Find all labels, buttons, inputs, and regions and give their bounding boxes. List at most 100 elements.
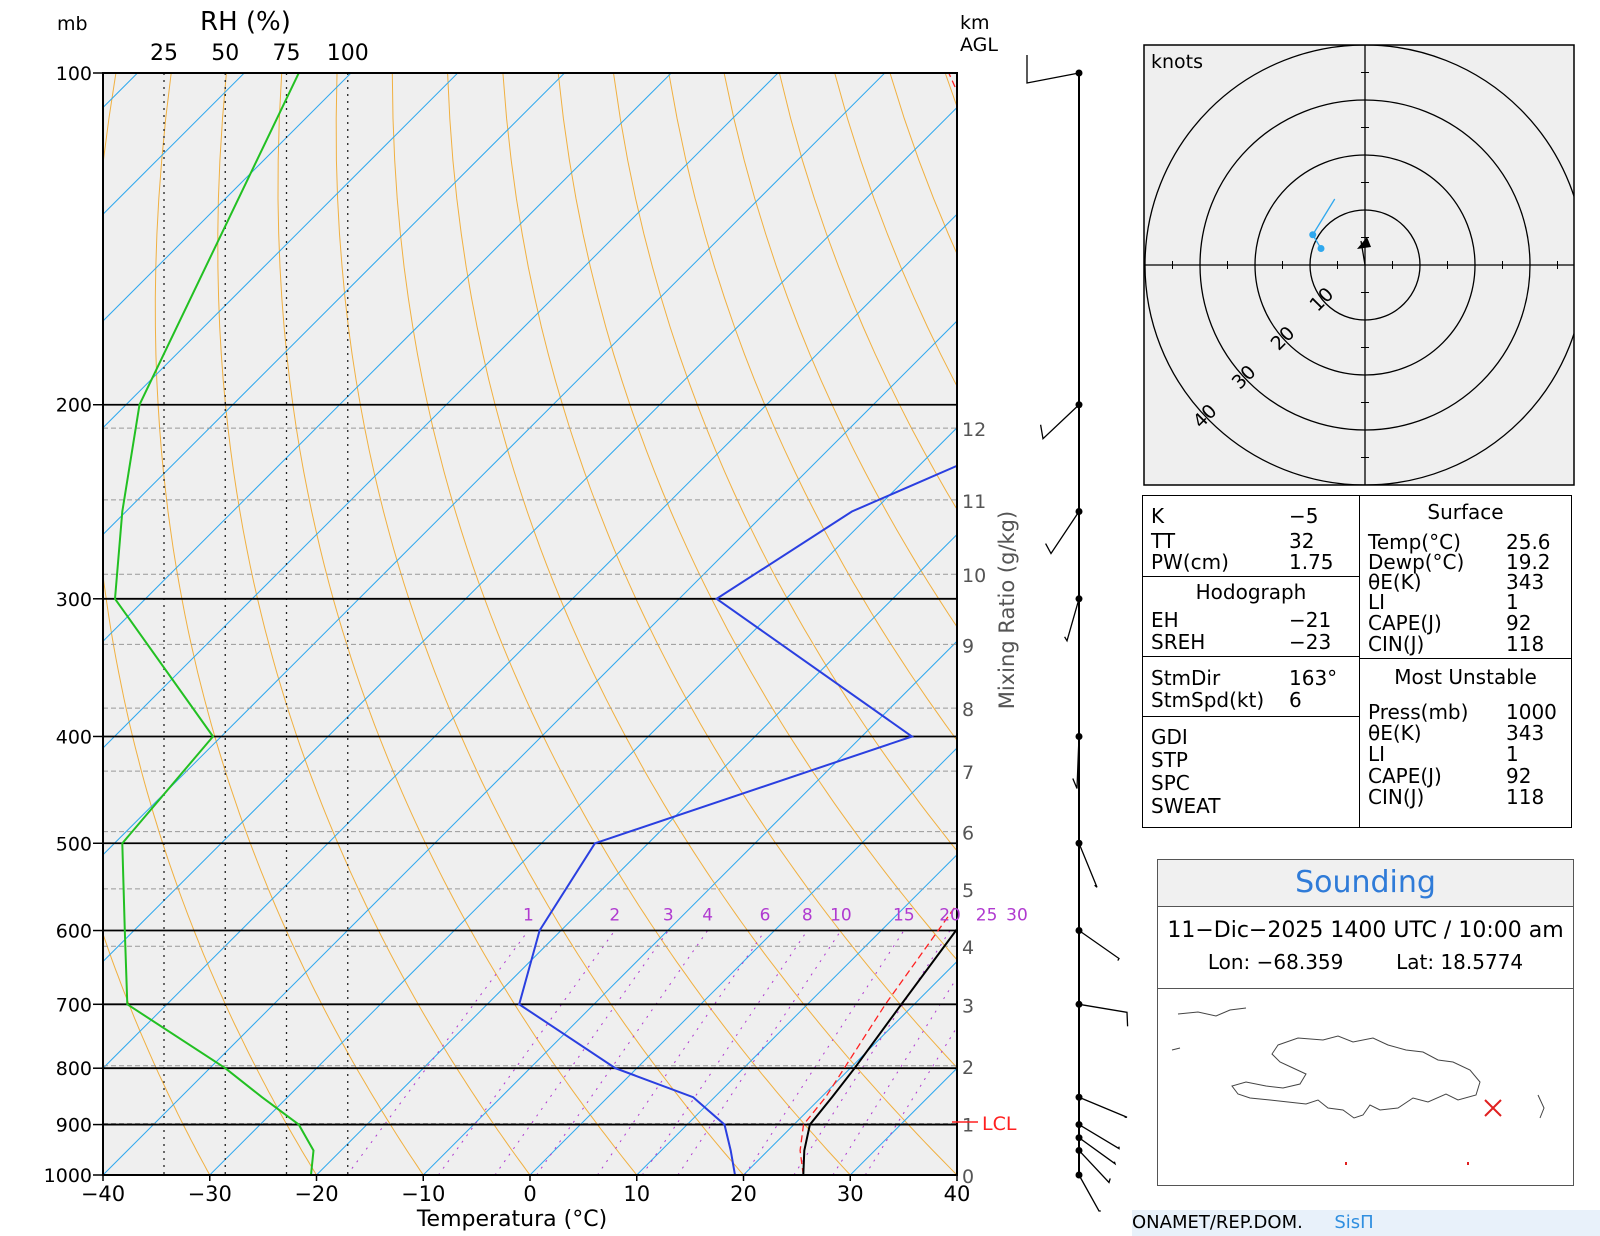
isotherm bbox=[636, 854, 957, 1175]
temperature-tick-label: −40 bbox=[81, 1182, 125, 1206]
km-tick-label: 6 bbox=[962, 823, 974, 845]
temperature-tick-label: 30 bbox=[837, 1182, 864, 1206]
wind-barb bbox=[1078, 1150, 1111, 1184]
surface-section-title: Surface bbox=[1427, 500, 1504, 524]
temperature-tick-label: −10 bbox=[401, 1182, 445, 1206]
km-axis-subtitle: AGL bbox=[960, 34, 998, 56]
wind-barb bbox=[1072, 736, 1080, 789]
km-tick-label: 0 bbox=[962, 1166, 974, 1188]
km-tick-label: 4 bbox=[962, 937, 974, 959]
km-tick-label: 11 bbox=[962, 491, 986, 513]
index-pw-value: 1.75 bbox=[1289, 550, 1334, 574]
mixing-ratio-label: 30 bbox=[1006, 906, 1028, 926]
mixing-ratio-label: 3 bbox=[663, 906, 674, 926]
surface-temp-label: Temp(°C) bbox=[1368, 530, 1461, 554]
surface-thetae-value: 343 bbox=[1506, 570, 1545, 594]
dry-adiabat bbox=[723, 73, 957, 628]
rh-axis-title: RH (%) bbox=[200, 7, 291, 37]
dry-adiabat bbox=[668, 73, 957, 742]
isotherm bbox=[103, 73, 672, 642]
dry-adiabat bbox=[103, 73, 318, 1175]
location-map bbox=[1171, 1007, 1545, 1165]
temperature-tick-label: 40 bbox=[944, 1182, 971, 1206]
km-tick-label: 1 bbox=[962, 1115, 974, 1137]
km-tick-label: 7 bbox=[962, 762, 974, 784]
mixing-ratio-label: 8 bbox=[802, 906, 813, 926]
pressure-tick-label: 400 bbox=[56, 726, 92, 748]
surface-dewp-value: 19.2 bbox=[1506, 550, 1551, 574]
island-outline bbox=[1231, 1035, 1481, 1119]
index-gdi-label: GDI bbox=[1151, 725, 1188, 749]
most-unstable-section-title: Most Unstable bbox=[1394, 665, 1537, 689]
islet bbox=[1345, 1162, 1347, 1165]
isotherm bbox=[103, 73, 779, 749]
index-stmspd-label: StmSpd(kt) bbox=[1151, 688, 1265, 712]
isotherm bbox=[529, 747, 957, 1175]
pressure-tick-label: 900 bbox=[56, 1115, 92, 1137]
wind-barb bbox=[1045, 511, 1080, 555]
surface-li-value: 1 bbox=[1506, 590, 1519, 614]
pressure-tick-label: 800 bbox=[56, 1058, 92, 1080]
km-tick-label: 5 bbox=[962, 880, 974, 902]
sounding-lat: Lat: 18.5774 bbox=[1396, 950, 1524, 974]
sounding-coordinates: Lon: −68.359 Lat: 18.5774 bbox=[1158, 950, 1573, 974]
footer-org: ONAMET/REP.DOM. bbox=[1132, 1212, 1303, 1233]
index-sreh-label: SREH bbox=[1151, 630, 1206, 654]
temperature-tick-label: −30 bbox=[188, 1182, 232, 1206]
wind-barb bbox=[1078, 1124, 1120, 1150]
plot-area bbox=[0, 73, 957, 1175]
sounding-lon: Lon: −68.359 bbox=[1207, 950, 1344, 974]
relative-humidity-line bbox=[113, 73, 315, 1175]
surface-li-label: LI bbox=[1368, 590, 1386, 614]
index-tt-label: TT bbox=[1151, 529, 1176, 553]
divider bbox=[1158, 988, 1573, 989]
islet bbox=[1467, 1162, 1469, 1165]
x-axis-title: Temperatura (°C) bbox=[416, 1207, 607, 1232]
footer: ONAMET/REP.DOM. SisΠ bbox=[1132, 1210, 1600, 1236]
index-k-value: −5 bbox=[1289, 504, 1319, 528]
divider bbox=[1360, 658, 1571, 659]
index-spc-label: SPC bbox=[1151, 771, 1190, 795]
km-tick-label: 10 bbox=[962, 565, 986, 587]
wind-barb bbox=[1078, 1003, 1129, 1027]
temperature-tick-label: 10 bbox=[623, 1182, 650, 1206]
hodograph-point bbox=[1309, 231, 1317, 239]
indices-left-panel: K −5 TT 32 PW(cm) 1.75 Hodograph EH −21 … bbox=[1143, 496, 1360, 827]
wind-barb bbox=[1078, 843, 1098, 888]
pressure-unit-label: mb bbox=[57, 13, 88, 35]
mixing-ratio-line bbox=[597, 930, 766, 1175]
wind-barb bbox=[1078, 1174, 1101, 1212]
isotherm bbox=[0, 73, 31, 1175]
index-stmspd-value: 6 bbox=[1289, 688, 1302, 712]
mixing-ratio-axis-title: Mixing Ratio (g/kg) bbox=[995, 511, 1019, 709]
mixing-ratio-line bbox=[793, 930, 951, 1175]
dry-adiabat bbox=[103, 932, 211, 1175]
isotherm bbox=[103, 213, 957, 1069]
isotherm bbox=[209, 427, 957, 1175]
temperature-tick-label: 0 bbox=[523, 1182, 536, 1206]
index-sweat-label: SWEAT bbox=[1151, 794, 1221, 818]
mixing-ratio-label: 1 bbox=[523, 906, 534, 926]
surface-temp-value: 25.6 bbox=[1506, 530, 1551, 554]
isotherm bbox=[422, 640, 957, 1175]
index-tt-value: 32 bbox=[1289, 529, 1315, 553]
wind-barb bbox=[1078, 1137, 1117, 1166]
pressure-tick-label: 1000 bbox=[44, 1165, 92, 1187]
km-tick-label: 3 bbox=[962, 995, 974, 1017]
surface-cape-label: CAPE(J) bbox=[1368, 611, 1442, 635]
mixing-ratio-label: 4 bbox=[702, 906, 713, 926]
mixing-ratio-line bbox=[641, 930, 808, 1175]
isotherm bbox=[103, 73, 352, 322]
rh-tick-label: 75 bbox=[273, 41, 301, 66]
temperature-tick-label: −20 bbox=[294, 1182, 338, 1206]
mu-cape-label: CAPE(J) bbox=[1368, 764, 1442, 788]
isotherm bbox=[103, 73, 459, 429]
surface-thetae-label: θE(K) bbox=[1368, 570, 1422, 594]
mu-cin-value: 118 bbox=[1506, 785, 1545, 809]
dry-adiabat bbox=[447, 73, 957, 1175]
pressure-tick-label: 200 bbox=[56, 395, 92, 417]
index-stmdir-value: 163° bbox=[1289, 666, 1338, 690]
temperature-tick-label: 20 bbox=[730, 1182, 757, 1206]
mixing-ratio-label: 6 bbox=[760, 906, 771, 926]
isotherm bbox=[103, 73, 565, 536]
